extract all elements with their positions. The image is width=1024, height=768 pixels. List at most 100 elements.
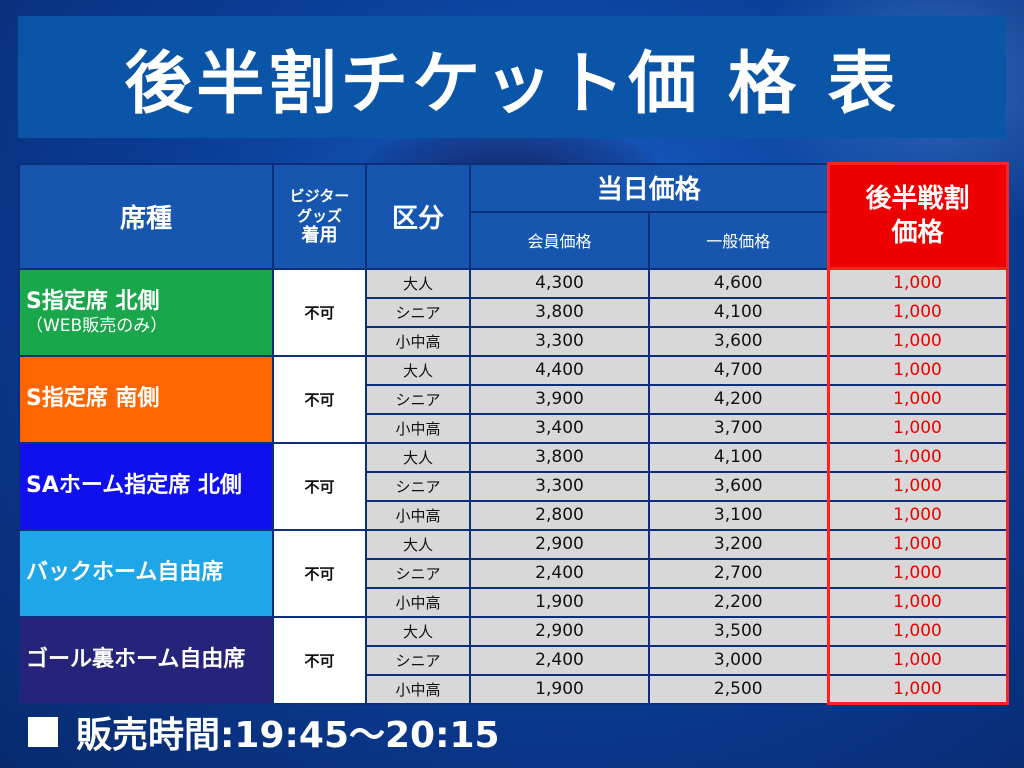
late-price-cell: 1,000 <box>826 557 1009 589</box>
late-price-cell: 1,000 <box>826 586 1009 618</box>
general-price-cell: 4,100 <box>647 296 830 328</box>
general-price-cell: 4,200 <box>647 383 830 415</box>
late-price-cell: 1,000 <box>826 354 1009 386</box>
general-price-cell: 4,700 <box>647 354 830 386</box>
header-goods-line2: グッズ <box>296 207 342 225</box>
member-price-cell: 4,400 <box>469 354 650 386</box>
category-cell: 小中高 <box>365 412 471 444</box>
member-price-cell: 3,800 <box>469 296 650 328</box>
member-price-cell: 2,400 <box>469 557 650 589</box>
seat-name-cell: S指定席 北側 （WEB販売のみ） <box>18 267 274 357</box>
late-price-cell: 1,000 <box>826 615 1009 647</box>
sales-time: 販売時間:19:45～20:15 <box>28 706 500 758</box>
header-late-price: 後半戦割 価格 <box>826 162 1009 270</box>
general-price-cell: 3,500 <box>647 615 830 647</box>
general-price-cell: 3,700 <box>647 412 830 444</box>
sales-time-text: 販売時間:19:45～20:15 <box>76 715 500 756</box>
table-row: 小中高 1,900 2,200 1,000 <box>19 586 1009 618</box>
member-price-cell: 3,400 <box>469 412 650 444</box>
general-price-cell: 4,600 <box>647 267 830 299</box>
table-row: SAホーム指定席 北側 不可 大人 3,800 4,100 1,000 <box>18 441 1009 531</box>
header-general-price: 一般価格 <box>647 210 830 270</box>
category-cell: 大人 <box>365 615 471 647</box>
member-price-cell: 4,300 <box>469 267 650 299</box>
category-cell: 大人 <box>365 354 471 386</box>
table-row: シニア 3,800 4,100 1,000 <box>19 296 1009 328</box>
late-price-cell: 1,000 <box>826 528 1009 560</box>
table-row: S指定席 北側 （WEB販売のみ） 不可 大人 4,300 4,600 1,000 <box>18 267 1009 357</box>
general-price-cell: 4,100 <box>647 441 830 473</box>
table-row: シニア 3,300 3,600 1,000 <box>19 470 1009 502</box>
header-kubun: 区分 <box>365 162 471 270</box>
general-price-cell: 3,600 <box>647 325 830 357</box>
category-cell: シニア <box>365 383 471 415</box>
category-cell: 小中高 <box>365 325 471 357</box>
goods-cell: 不可 <box>272 267 367 357</box>
seat-name-cell: SAホーム指定席 北側 <box>18 441 274 531</box>
member-price-cell: 2,900 <box>469 615 650 647</box>
seat-name-cell: S指定席 南側 <box>18 354 274 444</box>
late-price-cell: 1,000 <box>826 325 1009 357</box>
category-cell: 小中高 <box>365 499 471 531</box>
general-price-cell: 2,700 <box>647 557 830 589</box>
general-price-cell: 3,600 <box>647 470 830 502</box>
table-row: シニア 3,900 4,200 1,000 <box>19 383 1009 415</box>
member-price-cell: 3,300 <box>469 325 650 357</box>
late-price-cell: 1,000 <box>826 412 1009 444</box>
seat-name: バックホーム自由席 <box>26 560 224 585</box>
category-cell: 大人 <box>365 267 471 299</box>
header-goods-line3: 着用 <box>301 225 338 246</box>
general-price-cell: 3,000 <box>647 644 830 676</box>
category-cell: シニア <box>365 296 471 328</box>
table-row: 小中高 3,400 3,700 1,000 <box>19 412 1009 444</box>
member-price-cell: 3,800 <box>469 441 650 473</box>
table-row: 小中高 2,800 3,100 1,000 <box>19 499 1009 531</box>
table-row: 小中高 1,900 2,500 1,000 <box>19 673 1009 705</box>
price-table: 席種 ビジター グッズ 着用 区分 当日価格 後半戦割 価格 会員価格 一般価格… <box>18 162 1009 705</box>
category-cell: シニア <box>365 644 471 676</box>
seat-name: S指定席 南側 <box>26 386 160 411</box>
late-price-cell: 1,000 <box>826 267 1009 299</box>
member-price-cell: 1,900 <box>469 673 650 705</box>
late-price-cell: 1,000 <box>826 441 1009 473</box>
table-row: シニア 2,400 2,700 1,000 <box>19 557 1009 589</box>
table-row: ゴール裏ホーム自由席 不可 大人 2,900 3,500 1,000 <box>18 615 1009 705</box>
title-banner: 後半割チケット価 格 表 <box>18 16 1006 138</box>
category-cell: 小中高 <box>365 673 471 705</box>
goods-cell: 不可 <box>272 528 367 618</box>
header-late-line2: 価格 <box>891 218 944 248</box>
category-cell: 大人 <box>365 528 471 560</box>
category-cell: 大人 <box>365 441 471 473</box>
member-price-cell: 2,800 <box>469 499 650 531</box>
header-goods-line1: ビジター <box>289 187 350 205</box>
seat-name-cell: バックホーム自由席 <box>18 528 274 618</box>
late-price-cell: 1,000 <box>826 499 1009 531</box>
table-row: バックホーム自由席 不可 大人 2,900 3,200 1,000 <box>18 528 1009 618</box>
header-seat: 席種 <box>18 162 274 270</box>
member-price-cell: 2,900 <box>469 528 650 560</box>
table-row: 小中高 3,300 3,600 1,000 <box>19 325 1009 357</box>
goods-cell: 不可 <box>272 354 367 444</box>
late-price-cell: 1,000 <box>826 644 1009 676</box>
seat-note: （WEB販売のみ） <box>26 316 168 336</box>
square-bullet-icon <box>28 717 58 747</box>
category-cell: シニア <box>365 470 471 502</box>
category-cell: シニア <box>365 557 471 589</box>
category-cell: 小中高 <box>365 586 471 618</box>
general-price-cell: 2,500 <box>647 673 830 705</box>
general-price-cell: 3,200 <box>647 528 830 560</box>
goods-cell: 不可 <box>272 441 367 531</box>
late-price-cell: 1,000 <box>826 470 1009 502</box>
member-price-cell: 3,900 <box>469 383 650 415</box>
table-row: S指定席 南側 不可 大人 4,400 4,700 1,000 <box>18 354 1009 444</box>
header-today-price: 当日価格 <box>468 162 830 213</box>
table-row: シニア 2,400 3,000 1,000 <box>19 644 1009 676</box>
member-price-cell: 1,900 <box>469 586 650 618</box>
general-price-cell: 2,200 <box>647 586 830 618</box>
general-price-cell: 3,100 <box>647 499 830 531</box>
late-price-cell: 1,000 <box>826 296 1009 328</box>
seat-name: SAホーム指定席 北側 <box>26 473 242 498</box>
goods-cell: 不可 <box>272 615 367 705</box>
late-price-cell: 1,000 <box>826 383 1009 415</box>
seat-name-cell: ゴール裏ホーム自由席 <box>18 615 274 705</box>
